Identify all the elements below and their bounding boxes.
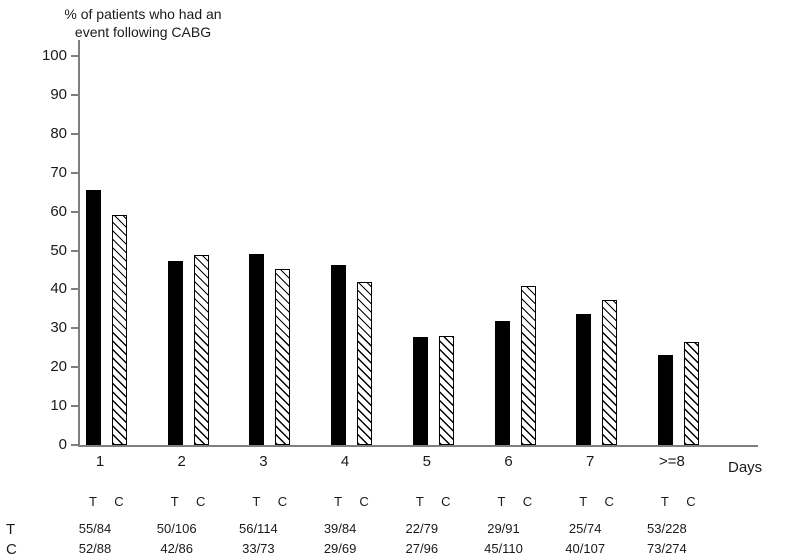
table-cell-T-day-1: 55/84 bbox=[78, 521, 112, 536]
table-cell-C-day-5: 27/96 bbox=[405, 541, 439, 556]
col-header-C-day-2: C bbox=[195, 494, 206, 509]
col-header-C-day-4: C bbox=[359, 494, 369, 509]
y-tick-label-0: 0 bbox=[58, 436, 67, 453]
col-header-T-day->=8: T bbox=[660, 494, 669, 509]
bar-T-day-5 bbox=[412, 336, 428, 445]
table-cell-T-day-5: 22/79 bbox=[405, 521, 439, 536]
x-category-label-3: 3 bbox=[259, 453, 268, 470]
y-tick-label-40: 40 bbox=[50, 280, 67, 298]
bar-C-day-5 bbox=[438, 335, 454, 445]
y-tick-label-80: 80 bbox=[50, 124, 67, 142]
y-tick-mark-50 bbox=[71, 249, 78, 252]
col-header-T-day-1: T bbox=[89, 494, 97, 509]
bar-T-day-3 bbox=[249, 254, 265, 445]
y-tick-label-10: 10 bbox=[50, 397, 67, 415]
table-cell-T-day-7: 25/74 bbox=[568, 521, 602, 536]
x-category-label->=8: >=8 bbox=[658, 453, 685, 470]
col-header-C-day-7: C bbox=[604, 494, 614, 509]
y-axis-title: % of patients who had an event following… bbox=[38, 5, 248, 41]
y-axis-title-line2: event following CABG bbox=[74, 24, 212, 40]
col-header-C-day->=8: C bbox=[686, 494, 696, 509]
bar-C-day->=8 bbox=[683, 341, 699, 445]
y-tick-mark-20 bbox=[71, 366, 78, 369]
bar-T-day-7 bbox=[576, 313, 592, 445]
bar-T-day-1 bbox=[86, 190, 101, 445]
y-tick-mark-0 bbox=[71, 444, 78, 446]
y-tick-label-30: 30 bbox=[50, 319, 67, 337]
y-tick-mark-80 bbox=[71, 132, 78, 135]
col-header-T-day-2: T bbox=[170, 494, 179, 509]
col-header-C-day-5: C bbox=[441, 494, 451, 509]
table-cell-C-day-4: 29/69 bbox=[323, 541, 357, 556]
x-category-label-7: 7 bbox=[586, 453, 595, 470]
table-cell-C-day->=8: 73/274 bbox=[647, 541, 687, 556]
bar-C-day-3 bbox=[275, 269, 291, 445]
table-cell-C-day-3: 33/73 bbox=[242, 541, 275, 556]
y-axis-line bbox=[78, 40, 80, 447]
x-category-label-4: 4 bbox=[340, 453, 350, 470]
col-header-T-day-6: T bbox=[497, 494, 506, 509]
table-cell-C-day-2: 42/86 bbox=[160, 541, 193, 556]
table-cell-T-day-2: 50/106 bbox=[156, 521, 197, 536]
bar-C-day-7 bbox=[602, 299, 618, 445]
bar-C-day-1 bbox=[112, 215, 127, 445]
col-header-T-day-7: T bbox=[579, 494, 588, 509]
x-axis-title: Days bbox=[728, 459, 763, 476]
x-category-label-5: 5 bbox=[422, 453, 431, 470]
y-tick-mark-90 bbox=[71, 93, 78, 96]
bar-T-day->=8 bbox=[657, 354, 673, 445]
col-header-T-day-3: T bbox=[252, 494, 261, 509]
x-category-label-1: 1 bbox=[95, 453, 105, 470]
table-cell-C-day-1: 52/88 bbox=[78, 541, 112, 556]
y-tick-label-20: 20 bbox=[50, 358, 67, 376]
bar-T-day-6 bbox=[494, 320, 510, 445]
table-cell-T-day-4: 39/84 bbox=[323, 521, 357, 536]
x-category-label-6: 6 bbox=[504, 453, 513, 470]
col-header-C-day-3: C bbox=[277, 494, 288, 509]
y-tick-label-60: 60 bbox=[50, 202, 67, 220]
y-tick-label-50: 50 bbox=[50, 241, 67, 259]
bar-C-day-4 bbox=[357, 281, 373, 445]
x-axis-line bbox=[78, 445, 758, 447]
y-tick-mark-10 bbox=[71, 405, 78, 408]
y-tick-mark-60 bbox=[71, 210, 78, 213]
bar-T-day-2 bbox=[167, 261, 183, 445]
col-header-T-day-4: T bbox=[334, 494, 343, 509]
y-tick-mark-40 bbox=[71, 288, 78, 291]
y-tick-label-100: 100 bbox=[41, 47, 67, 64]
table-cell-T-day-6: 29/91 bbox=[487, 521, 520, 536]
table-row-label-c: C bbox=[6, 541, 17, 558]
table-cell-C-day-6: 45/110 bbox=[484, 541, 523, 556]
y-tick-mark-70 bbox=[71, 171, 78, 174]
col-header-T-day-5: T bbox=[415, 494, 424, 509]
x-category-label-2: 2 bbox=[177, 453, 186, 470]
y-tick-label-70: 70 bbox=[50, 163, 67, 181]
col-header-C-day-1: C bbox=[114, 494, 124, 509]
table-row-label-t: T bbox=[6, 521, 16, 538]
table-cell-T-day->=8: 53/228 bbox=[647, 521, 687, 536]
table-cell-T-day-3: 56/114 bbox=[238, 521, 278, 536]
bar-C-day-2 bbox=[193, 255, 209, 445]
y-tick-label-90: 90 bbox=[50, 85, 67, 103]
table-cell-C-day-7: 40/107 bbox=[565, 541, 606, 556]
bar-T-day-4 bbox=[331, 264, 347, 445]
y-tick-mark-100 bbox=[71, 55, 78, 57]
y-axis-title-line1: % of patients who had an bbox=[64, 6, 222, 22]
y-tick-mark-30 bbox=[71, 327, 78, 330]
bar-C-day-6 bbox=[520, 285, 536, 445]
col-header-C-day-6: C bbox=[522, 494, 533, 509]
